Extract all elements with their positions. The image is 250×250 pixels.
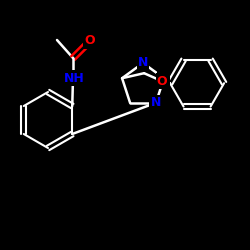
Text: NH: NH [64,72,84,85]
Text: O: O [157,75,168,88]
Text: N: N [138,56,148,68]
Text: O: O [158,72,169,85]
Text: O: O [85,34,95,48]
Text: N: N [151,96,161,109]
